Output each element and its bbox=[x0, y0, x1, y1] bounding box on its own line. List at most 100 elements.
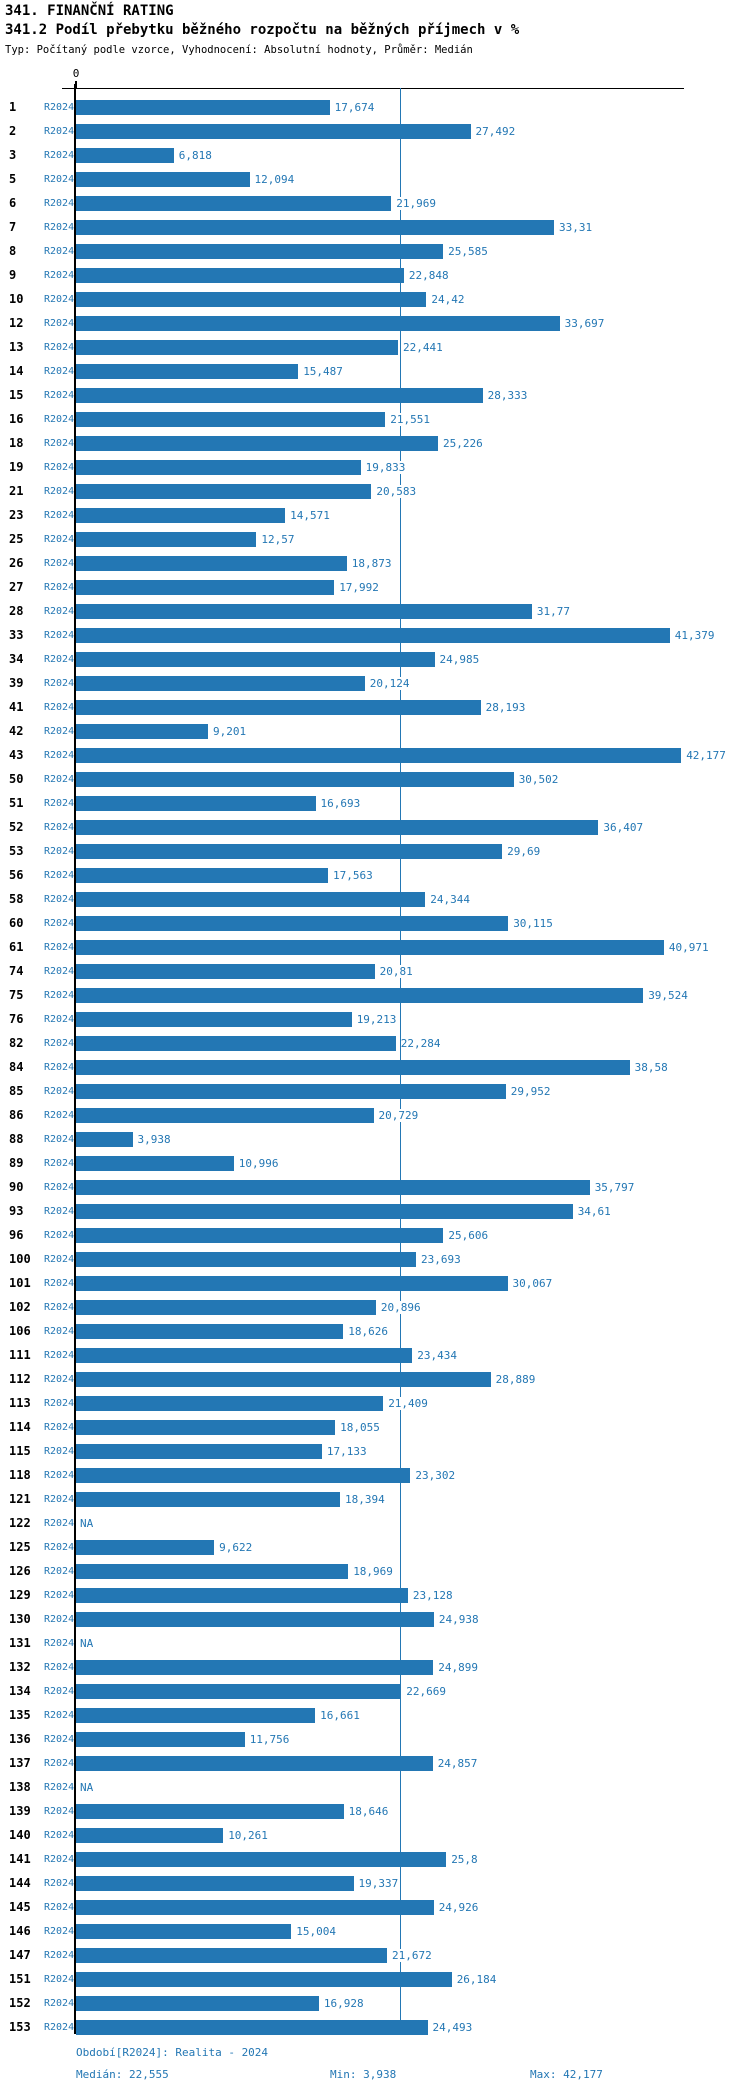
row-number: 21 bbox=[9, 484, 24, 498]
series-label: R2024 bbox=[44, 365, 75, 377]
bar-cell: 36,407 bbox=[76, 819, 750, 835]
bar-value-label: 17,133 bbox=[326, 1444, 367, 1458]
bar-cell: 23,693 bbox=[76, 1251, 750, 1267]
bar-value-label: 17,992 bbox=[339, 580, 379, 594]
bar-value-label: 25,226 bbox=[443, 436, 483, 450]
bar-row: 85 R2024 29,952 bbox=[0, 1079, 750, 1103]
bar bbox=[76, 891, 426, 907]
bar bbox=[76, 555, 347, 571]
series-label: R2024 bbox=[44, 773, 75, 785]
bar-row: 1 R2024 17,674 bbox=[0, 95, 750, 119]
bar-row: 89 R2024 10,996 bbox=[0, 1151, 750, 1175]
row-number: 106 bbox=[9, 1324, 31, 1338]
bar-cell: 16,928 bbox=[76, 1995, 750, 2011]
bar-cell: NA bbox=[76, 1516, 750, 1530]
bar-row: 93 R2024 34,61 bbox=[0, 1199, 750, 1223]
bar bbox=[76, 1035, 396, 1051]
bar-value-label: 24,344 bbox=[430, 892, 471, 906]
bar-value-label: 23,302 bbox=[415, 1468, 456, 1482]
bar-row: 56 R2024 17,563 bbox=[0, 863, 750, 887]
series-label: R2024 bbox=[44, 1061, 75, 1073]
bar bbox=[76, 339, 398, 355]
bar-cell: 21,551 bbox=[76, 411, 750, 427]
row-number: 51 bbox=[9, 796, 24, 810]
bar-cell: 12,094 bbox=[76, 171, 750, 187]
series-label: R2024 bbox=[44, 1157, 75, 1169]
row-number: 15 bbox=[9, 388, 24, 402]
series-label: R2024 bbox=[44, 197, 75, 209]
row-number: 75 bbox=[9, 988, 24, 1002]
bar-value-label: 19,213 bbox=[356, 1012, 397, 1026]
bar-row: 19 R2024 19,833 bbox=[0, 455, 750, 479]
series-label: R2024 bbox=[44, 1589, 75, 1601]
bar-value-label: 41,379 bbox=[674, 628, 715, 642]
bar bbox=[76, 99, 330, 115]
bar-cell: 24,899 bbox=[76, 1659, 750, 1675]
bar bbox=[76, 867, 328, 883]
bar-cell: 24,985 bbox=[76, 651, 750, 667]
row-number: 10 bbox=[9, 292, 24, 306]
bar-value-label: 16,661 bbox=[320, 1708, 360, 1722]
bar-value-label: 38,58 bbox=[634, 1060, 668, 1074]
row-number: 12 bbox=[9, 316, 24, 330]
series-label: R2024 bbox=[44, 1901, 75, 1913]
row-number: 89 bbox=[9, 1156, 24, 1170]
bar-cell: 38,58 bbox=[76, 1059, 750, 1075]
footer-max: Max: 42,177 bbox=[530, 2068, 603, 2081]
series-label: R2024 bbox=[44, 1637, 75, 1649]
bar-row: 25 R2024 12,57 bbox=[0, 527, 750, 551]
bar-value-label: 39,524 bbox=[648, 988, 688, 1002]
bar-cell: 20,896 bbox=[76, 1299, 750, 1315]
bar-value-label: 18,873 bbox=[351, 556, 392, 570]
row-number: 129 bbox=[9, 1588, 31, 1602]
bar-row: 13 R2024 22,441 bbox=[0, 335, 750, 359]
bar bbox=[76, 1203, 573, 1219]
bar bbox=[76, 387, 483, 403]
bar-row: 3 R2024 6,818 bbox=[0, 143, 750, 167]
bar-value-label: 16,928 bbox=[323, 1996, 364, 2010]
series-label: R2024 bbox=[44, 1349, 75, 1361]
bar-row: 60 R2024 30,115 bbox=[0, 911, 750, 935]
bar-value-label: 22,284 bbox=[400, 1036, 441, 1050]
series-label: R2024 bbox=[44, 797, 75, 809]
series-label: R2024 bbox=[44, 1469, 75, 1481]
bar bbox=[76, 1179, 590, 1195]
series-label: R2024 bbox=[44, 1421, 75, 1433]
bar-row: 15 R2024 28,333 bbox=[0, 383, 750, 407]
bar bbox=[76, 1155, 234, 1171]
page-title: 341. FINANČNÍ RATING bbox=[5, 3, 174, 19]
series-label: R2024 bbox=[44, 389, 75, 401]
chart-meta-line: Typ: Počítaný podle vzorce, Vyhodnocení:… bbox=[5, 44, 473, 56]
row-number: 28 bbox=[9, 604, 24, 618]
bar bbox=[76, 723, 208, 739]
series-label: R2024 bbox=[44, 173, 75, 185]
bar-cell: 17,674 bbox=[76, 99, 750, 115]
bar-value-label: 17,563 bbox=[333, 868, 373, 882]
bar-row: 114 R2024 18,055 bbox=[0, 1415, 750, 1439]
bar bbox=[76, 1443, 322, 1459]
bar-value-label: 20,124 bbox=[369, 676, 410, 690]
series-label: R2024 bbox=[44, 1301, 75, 1313]
row-number: 82 bbox=[9, 1036, 24, 1050]
series-label: R2024 bbox=[44, 941, 75, 953]
bar-row: 115 R2024 17,133 bbox=[0, 1439, 750, 1463]
row-number: 101 bbox=[9, 1276, 31, 1290]
bar-cell: 41,379 bbox=[76, 627, 750, 643]
series-label: R2024 bbox=[44, 869, 75, 881]
series-label: R2024 bbox=[44, 989, 75, 1001]
row-number: 56 bbox=[9, 868, 24, 882]
series-label: R2024 bbox=[44, 293, 75, 305]
bar-row: 131 R2024 NA bbox=[0, 1631, 750, 1655]
series-label: R2024 bbox=[44, 461, 75, 473]
x-axis-line bbox=[62, 88, 684, 89]
bar-value-label: 17,674 bbox=[334, 100, 375, 114]
bar-row: 135 R2024 16,661 bbox=[0, 1703, 750, 1727]
bar-row: 39 R2024 20,124 bbox=[0, 671, 750, 695]
bar-cell: 28,889 bbox=[76, 1371, 750, 1387]
bar-cell: 21,672 bbox=[76, 1947, 750, 1963]
bar-cell: 30,502 bbox=[76, 771, 750, 787]
bar-row: 101 R2024 30,067 bbox=[0, 1271, 750, 1295]
row-number: 115 bbox=[9, 1444, 31, 1458]
bar-value-label: 19,337 bbox=[358, 1876, 399, 1890]
bar-value-label: 21,969 bbox=[396, 196, 437, 210]
